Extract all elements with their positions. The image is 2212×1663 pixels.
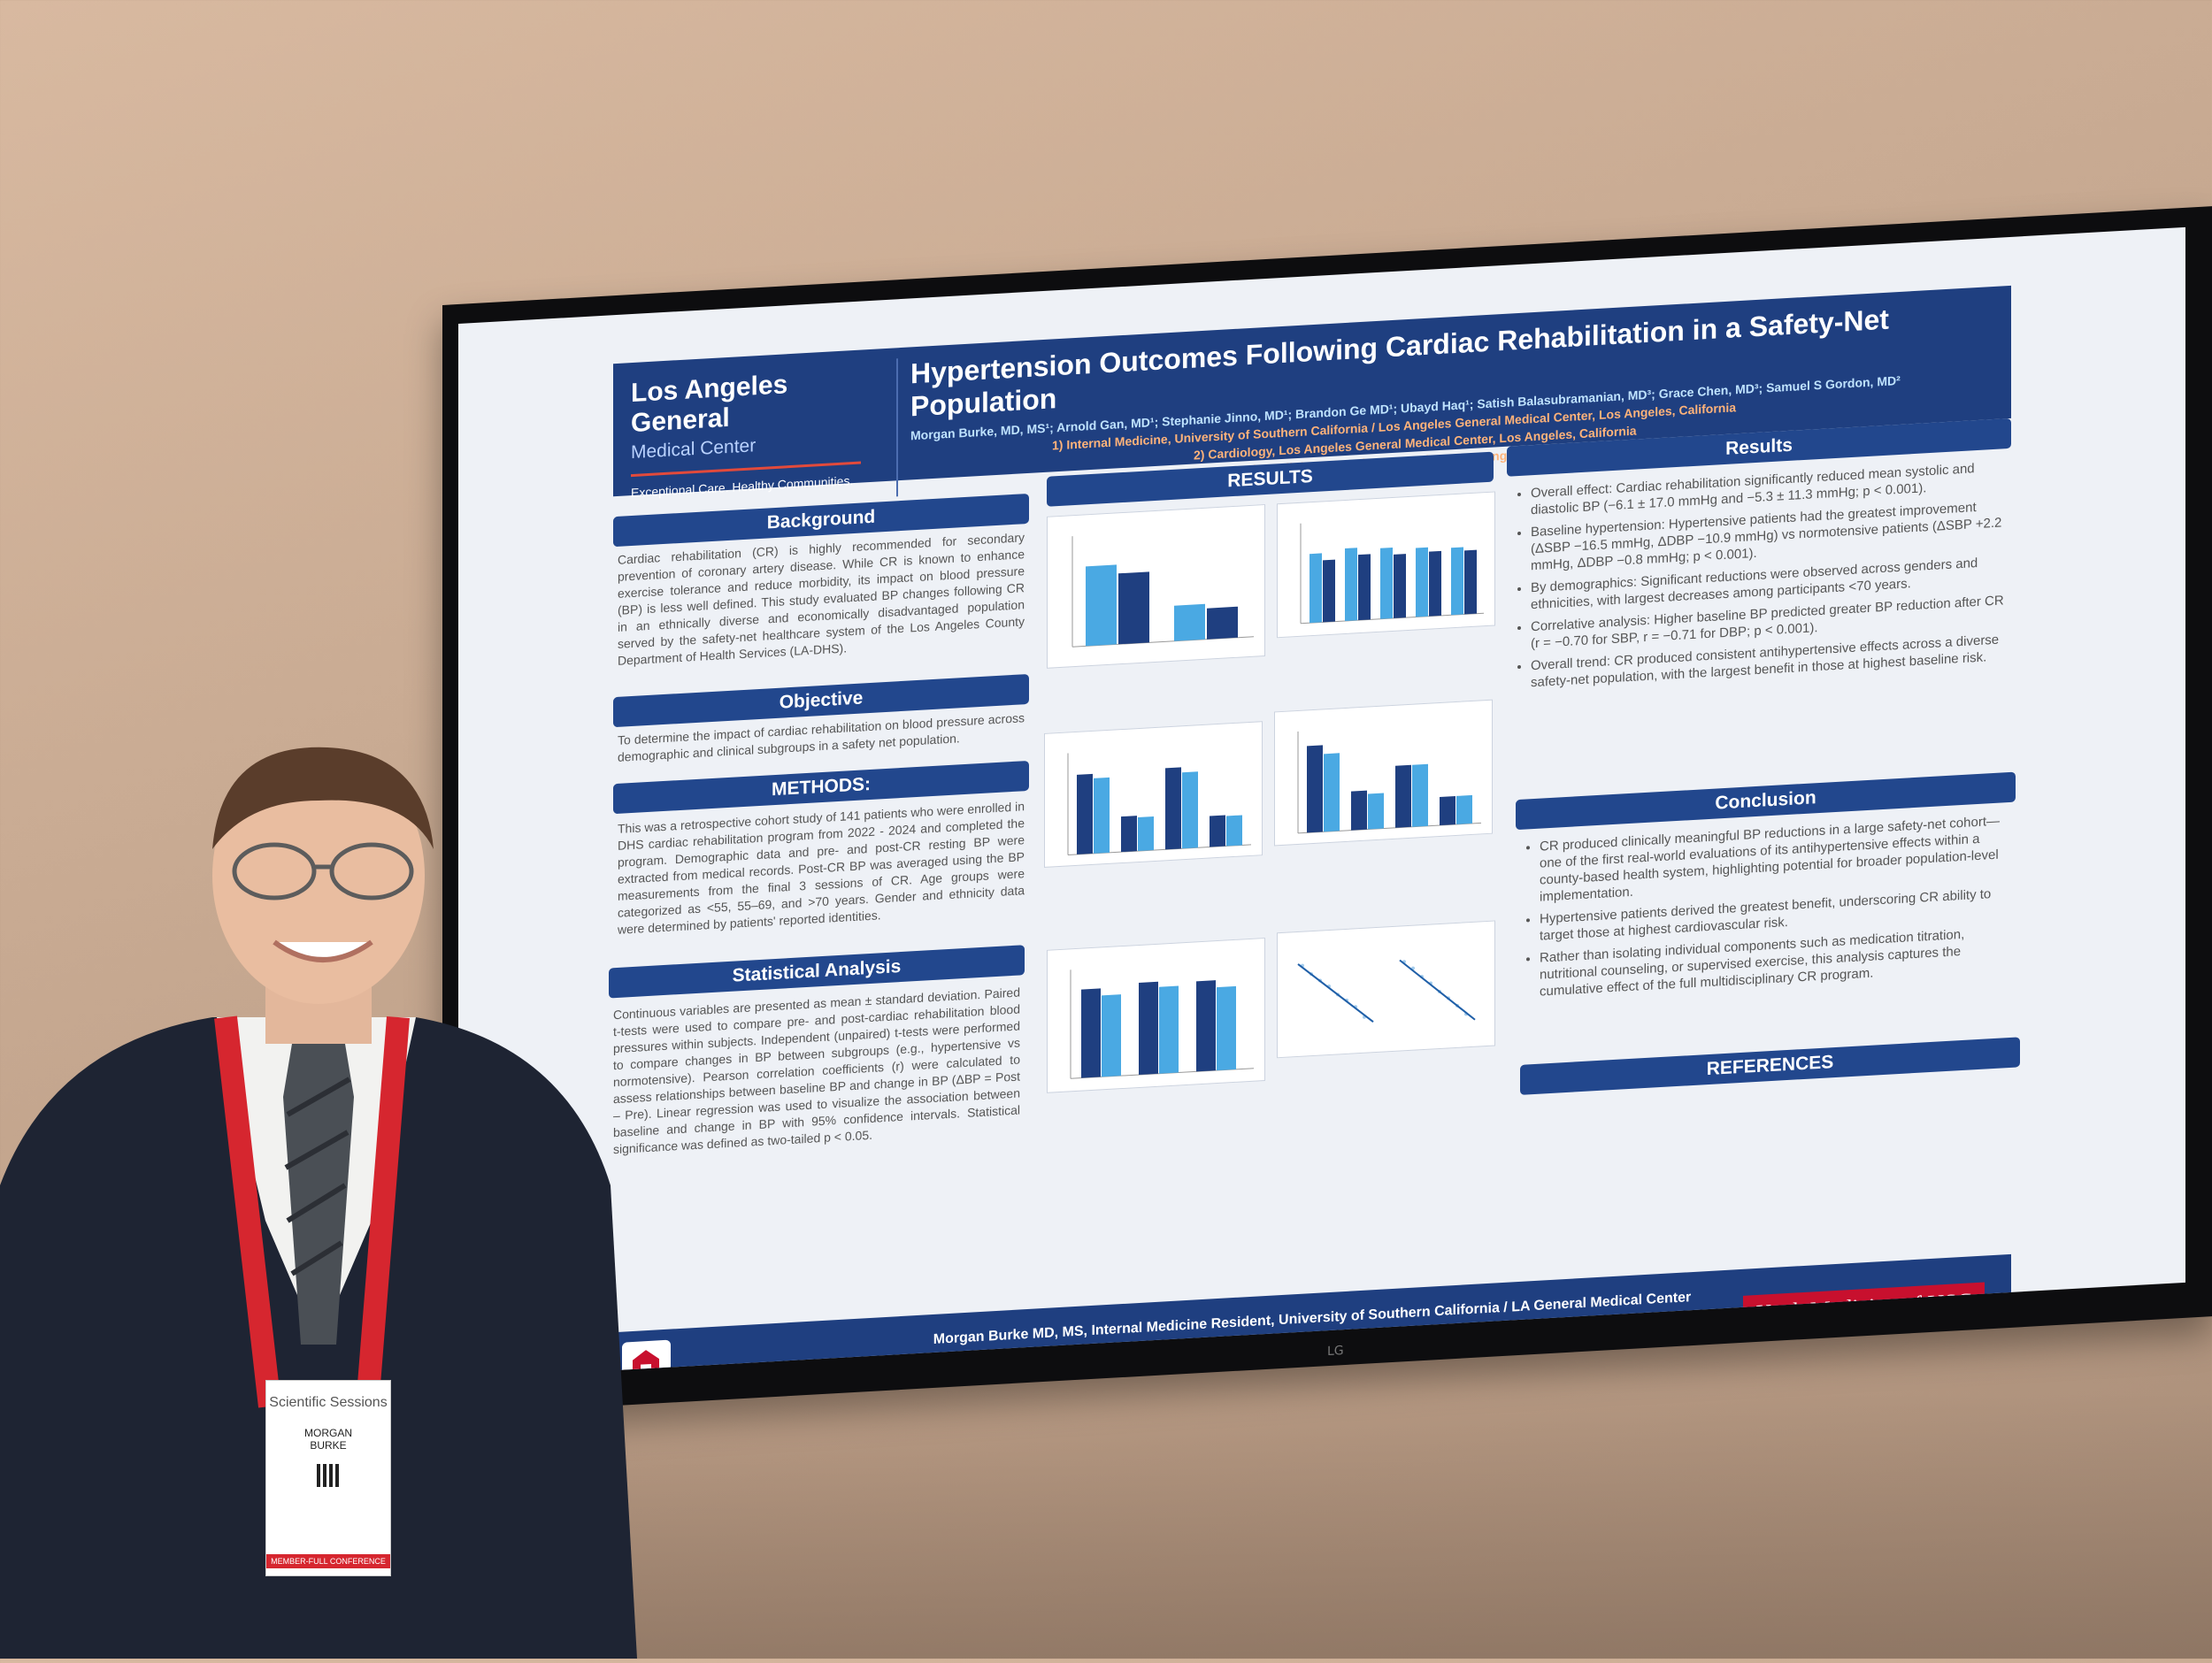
poster-screen: Los Angeles General Medical Center Excep… xyxy=(458,226,2185,1379)
badge-event: Scientific Sessions xyxy=(269,1395,388,1410)
methods-text: This was a retrospective cohort study of… xyxy=(618,799,1025,937)
org-name: Los Angeles General xyxy=(631,370,788,439)
badge-qr-code xyxy=(317,1464,340,1487)
figure-6 xyxy=(1277,920,1495,1059)
footer-text: Morgan Burke MD, MS, Internal Medicine R… xyxy=(896,1288,1728,1372)
conference-badge: Scientific Sessions MORGAN BURKE MEMBER-… xyxy=(265,1380,391,1576)
results-list: Overall effect: Cardiac rehabilitation s… xyxy=(1511,458,2008,697)
tv-monitor: Los Angeles General Medical Center Excep… xyxy=(442,206,2212,1416)
presenter-person: Scientific Sessions MORGAN BURKE MEMBER-… xyxy=(0,725,637,1659)
figure-4-bars xyxy=(1297,731,1481,834)
presenter-illustration xyxy=(0,747,637,1659)
figure-6-scatter xyxy=(1297,959,1476,1023)
figure-1-bars xyxy=(1071,536,1254,648)
background-text: Cardiac rehabilitation (CR) is highly re… xyxy=(618,530,1025,668)
figure-5 xyxy=(1047,938,1265,1093)
badge-first-name: MORGAN xyxy=(304,1427,352,1439)
org-tagline: Exceptional Care. Healthy Communities. xyxy=(631,473,854,501)
badge-last-name: BURKE xyxy=(310,1439,347,1452)
footer-author-line: Morgan Burke MD, MS, Internal Medicine R… xyxy=(933,1290,1692,1347)
figure-2 xyxy=(1277,491,1495,639)
tv-brand-logo: LG xyxy=(1327,1344,1344,1360)
email-label: Email: xyxy=(1198,1336,1241,1354)
poster-footer: Morgan Burke MD, MS, Internal Medicine R… xyxy=(613,1253,2011,1379)
references-heading: REFERENCES xyxy=(1520,1037,2020,1095)
figure-1 xyxy=(1047,504,1265,669)
badge-ribbon: MEMBER-FULL CONFERENCE xyxy=(266,1554,390,1568)
figure-4 xyxy=(1274,699,1493,847)
figure-3-bars xyxy=(1067,753,1251,855)
figure-3 xyxy=(1044,721,1263,868)
figure-2-bars xyxy=(1300,523,1484,625)
org-brand: Los Angeles General Medical Center Excep… xyxy=(631,365,870,500)
conclusion-list: CR produced clinically meaningful BP red… xyxy=(1520,811,2017,1006)
keck-logo: Keck Medicine of USC xyxy=(1743,1282,1985,1333)
stats-text: Continuous variables are presented as me… xyxy=(613,985,1020,1157)
figure-5-bars xyxy=(1070,969,1254,1079)
